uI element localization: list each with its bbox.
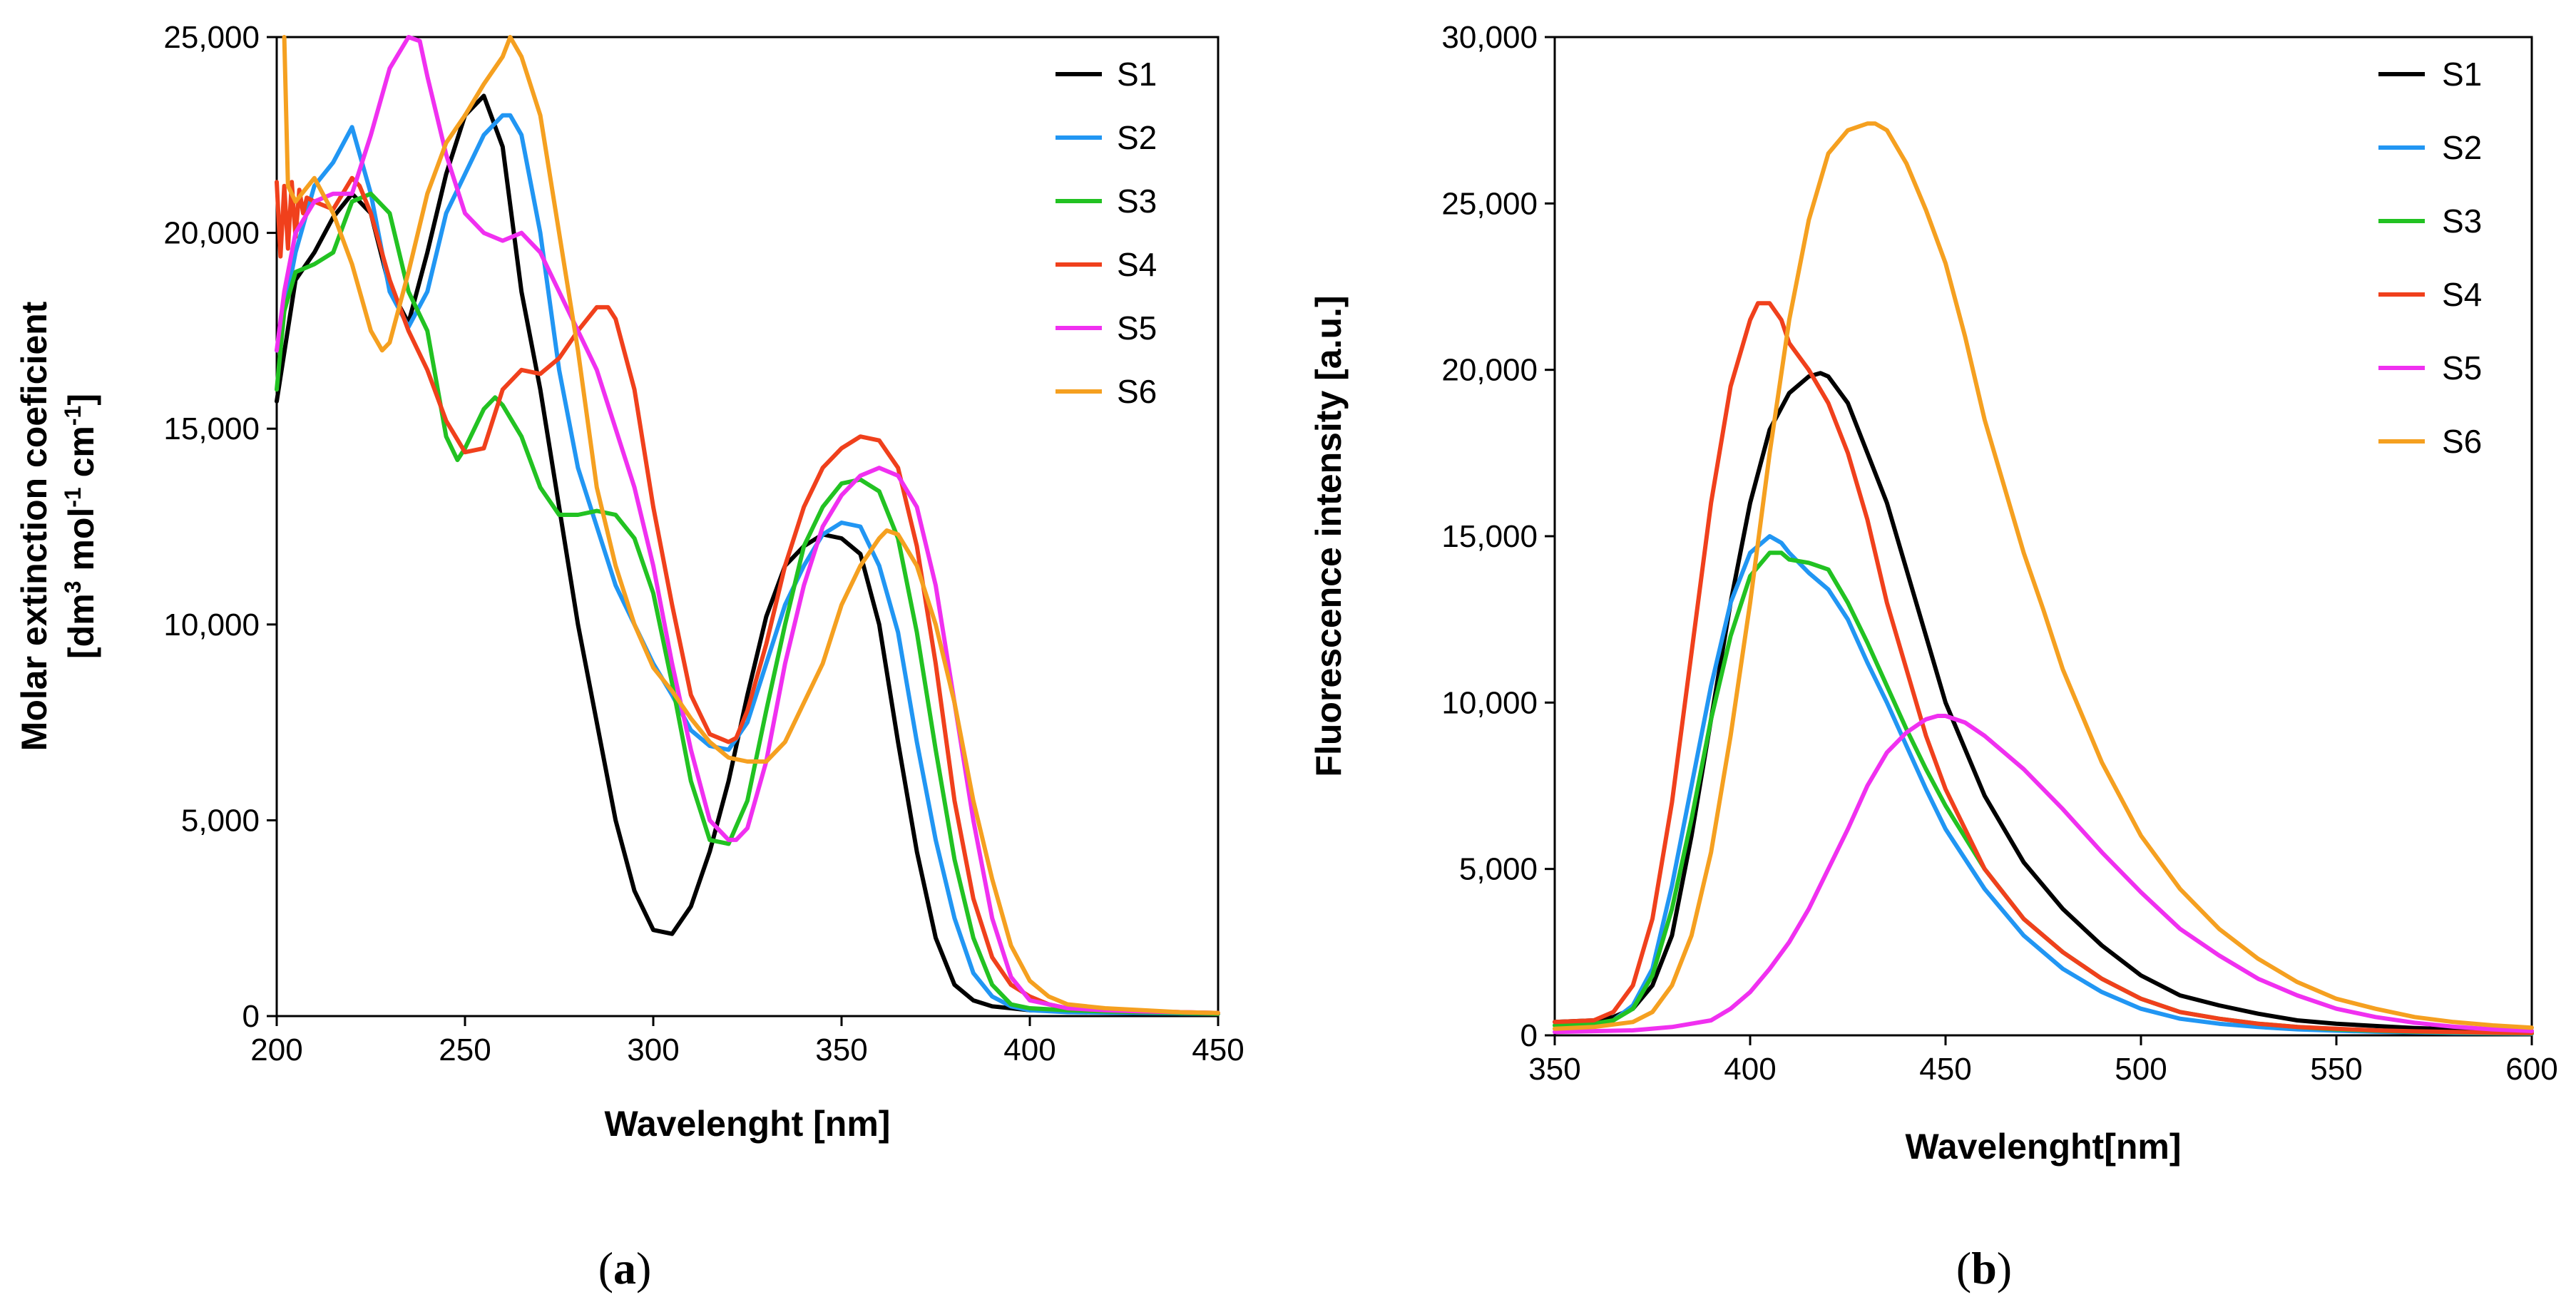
y2-part1: [dm [61, 593, 101, 659]
a-series-line-s6 [282, 35, 1220, 1015]
b-x-tick-label: 400 [1724, 1052, 1776, 1087]
panel-a-plot-frame [275, 36, 1220, 1018]
a-series-line-s3 [275, 191, 1220, 1016]
b-y-tick-label: 30,000 [1441, 20, 1538, 55]
b-series-line-s4 [1553, 301, 2534, 1035]
a-legend-label-s1: S1 [1117, 56, 1157, 93]
panel-b-legend: S1 S2 S3 S4 S5 S6 [2378, 56, 2482, 460]
b-y-tick-label: 15,000 [1441, 519, 1538, 554]
panel-b-x-ticks: 350 400 450 500 550 600 [1528, 1035, 2558, 1087]
b-x-tick-label: 600 [2505, 1052, 2557, 1087]
a-y-tick-label: 20,000 [163, 216, 260, 251]
y2-sup1: 3 [60, 581, 86, 594]
a-x-tick-label: 450 [1192, 1032, 1244, 1067]
a-y-tick-label: 10,000 [163, 608, 260, 642]
y2-part2: mol [61, 508, 101, 581]
panel-a-legend: S1 S2 S3 S4 S5 S6 [1056, 56, 1157, 410]
panel-a-x-ticks: 200 250 300 350 400 450 [250, 1016, 1244, 1067]
b-y-tick-label: 5,000 [1459, 852, 1538, 887]
b-legend-label-s5: S5 [2442, 349, 2482, 386]
a-y-tick-label: 15,000 [163, 411, 260, 446]
panel-a-y-axis-title-line2: [dm3 mol-1 cm-1] [60, 394, 101, 659]
b-y-tick-label: 0 [1520, 1018, 1538, 1053]
panel-a-series-group [275, 35, 1220, 1016]
a-x-tick-label: 400 [1003, 1032, 1056, 1067]
panel-a-y-axis-title-line1: Molar extinction coeficient [14, 301, 54, 751]
panel-b-caption: (b) [1956, 1243, 2012, 1293]
b-x-tick-label: 550 [2310, 1052, 2362, 1087]
panel-b-series-group [1553, 121, 2534, 1036]
a-x-tick-label: 250 [439, 1032, 491, 1067]
a-legend-label-s6: S6 [1117, 373, 1157, 410]
y2-sup2: -1 [60, 487, 86, 507]
b-legend-label-s1: S1 [2442, 56, 2482, 93]
panel-b-y-ticks: 0 5,000 10,000 15,000 20,000 25,000 30,000 [1441, 20, 1555, 1053]
b-series-line-s1 [1553, 371, 2534, 1033]
panel-a: 200 250 300 350 400 450 0 5,000 10,000 15,000 20,… [14, 20, 1244, 1293]
b-series-line-s6 [1553, 121, 2534, 1031]
b-legend-label-s6: S6 [2442, 423, 2482, 460]
b-y-tick-label: 25,000 [1441, 186, 1538, 221]
a-legend-label-s2: S2 [1117, 119, 1157, 156]
caption-b-open: ( [1956, 1243, 1971, 1293]
b-x-tick-label: 450 [1919, 1052, 1971, 1087]
y2-part3: cm [61, 426, 101, 487]
y2-sup3: -1 [60, 406, 86, 426]
panel-a-caption: (a) [598, 1243, 652, 1293]
caption-b-close: ) [1997, 1243, 2012, 1293]
a-x-tick-label: 350 [815, 1032, 867, 1067]
b-x-tick-label: 350 [1528, 1052, 1580, 1087]
caption-b-letter: b [1971, 1243, 1997, 1293]
panel-b: 350 400 450 500 550 600 0 5,000 10,000 15,000 20,… [1309, 20, 2558, 1293]
a-y-tick-label: 5,000 [181, 803, 260, 838]
caption-a-letter: a [613, 1243, 636, 1293]
b-x-tick-label: 500 [2115, 1052, 2167, 1087]
a-series-line-s1 [275, 93, 1220, 1016]
a-series-line-s4 [275, 175, 1220, 1015]
a-x-tick-label: 300 [627, 1032, 679, 1067]
a-legend-label-s5: S5 [1117, 309, 1157, 347]
panel-b-x-axis-title: Wavelenght[nm] [1905, 1127, 2181, 1167]
panel-a-x-axis-title: Wavelenght [nm] [605, 1104, 891, 1144]
a-series-line-s5 [275, 35, 1220, 1015]
y2-part4: ] [61, 394, 101, 406]
caption-a-close: ) [636, 1243, 651, 1293]
a-legend-label-s3: S3 [1117, 183, 1157, 220]
b-legend-label-s4: S4 [2442, 276, 2482, 313]
a-y-tick-label: 0 [242, 999, 260, 1034]
a-legend-label-s4: S4 [1117, 246, 1157, 283]
b-legend-label-s3: S3 [2442, 203, 2482, 240]
b-series-line-s3 [1553, 550, 2534, 1036]
panel-a-y-axis-title: Molar extinction coeficient [dm3 mol-1 c… [14, 301, 101, 751]
b-y-tick-label: 10,000 [1441, 685, 1538, 720]
b-series-line-s2 [1553, 534, 2534, 1036]
panel-a-y-ticks: 0 5,000 10,000 15,000 20,000 25,000 [163, 20, 277, 1034]
a-y-tick-label: 25,000 [163, 20, 260, 55]
b-y-tick-label: 20,000 [1441, 353, 1538, 388]
a-x-tick-label: 200 [250, 1032, 302, 1067]
b-legend-label-s2: S2 [2442, 129, 2482, 166]
panel-b-y-axis-title-line1: Fluorescence intensity [a.u.] [1309, 295, 1349, 777]
a-series-line-s2 [275, 113, 1220, 1016]
caption-a-open: ( [598, 1243, 613, 1293]
b-series-line-s5 [1553, 714, 2534, 1035]
panel-b-y-axis-title: Fluorescence intensity [a.u.] [1309, 295, 1349, 777]
